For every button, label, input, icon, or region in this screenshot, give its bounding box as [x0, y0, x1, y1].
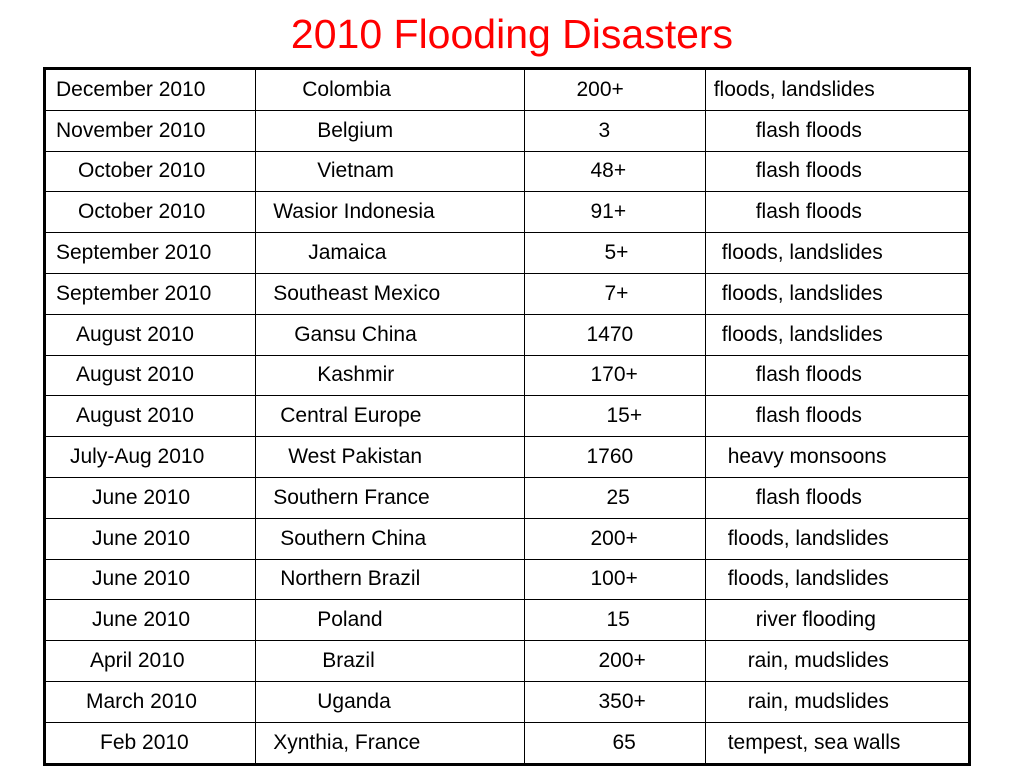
flood-type-cell: floods, landslides	[704, 272, 971, 315]
deaths-cell: 100+	[523, 558, 706, 601]
date-cell: July-Aug 2010	[43, 436, 257, 478]
location-cell: Central Europe	[255, 395, 525, 438]
date-cell: December 2010	[43, 68, 257, 111]
deaths-cell: 48+	[523, 150, 706, 193]
location-cell: Northern Brazil	[255, 558, 525, 601]
table-row: July-Aug 2010 West Pakistan 1760 heavy mons…	[43, 436, 971, 478]
flood-type-cell: flash floods	[704, 109, 971, 152]
location-cell: West Pakistan	[255, 436, 525, 478]
deaths-cell: 350+	[523, 680, 706, 723]
location-cell: Southern France	[255, 476, 525, 519]
table-row: August 2010 Central Europe 15+ flash floods	[43, 395, 971, 438]
date-cell: August 2010	[43, 313, 257, 356]
table-row: Feb 2010 Xynthia, France 65 tempest, sea wa…	[43, 721, 971, 765]
flood-type-cell: floods, landslides	[704, 558, 971, 601]
table-body: December 2010 Colombia 200+ floods, landsli…	[43, 68, 971, 765]
table-row: June 2010 Southern France 25 flash floods	[43, 476, 971, 519]
date-cell: June 2010	[43, 517, 257, 560]
date-cell: June 2010	[43, 599, 257, 642]
date-cell: August 2010	[43, 395, 257, 438]
table-row: November 2010 Belgium 3 flash floods	[43, 109, 971, 152]
flood-type-cell: rain, mudslides	[704, 680, 971, 723]
date-cell: April 2010	[43, 640, 257, 682]
flood-type-cell: floods, landslides	[704, 517, 971, 560]
flood-type-cell: rain, mudslides	[704, 640, 971, 682]
location-cell: Uganda	[255, 680, 525, 723]
flood-type-cell: river flooding	[704, 599, 971, 642]
date-cell: September 2010	[43, 232, 257, 274]
date-cell: Feb 2010	[43, 721, 257, 765]
deaths-cell: 25	[523, 476, 706, 519]
deaths-cell: 7+	[523, 272, 706, 315]
date-cell: August 2010	[43, 354, 257, 397]
deaths-cell: 15	[523, 599, 706, 642]
table-row: June 2010 Northern Brazil 100+ floods, land…	[43, 558, 971, 601]
date-cell: October 2010	[43, 191, 257, 234]
deaths-cell: 170+	[523, 354, 706, 397]
location-cell: Kashmir	[255, 354, 525, 397]
deaths-cell: 5+	[523, 232, 706, 274]
location-cell: Belgium	[255, 109, 525, 152]
flood-type-cell: flash floods	[704, 395, 971, 438]
flood-type-cell: flash floods	[704, 354, 971, 397]
location-cell: Brazil	[255, 640, 525, 682]
table-row: August 2010 Gansu China 1470 floods, landsl…	[43, 313, 971, 356]
page-title: 2010 Flooding Disasters	[290, 11, 734, 57]
location-cell: Southern China	[255, 517, 525, 560]
deaths-cell: 200+	[523, 640, 706, 682]
flood-type-cell: heavy monsoons	[704, 436, 971, 478]
table-row: April 2010 Brazil 200+ rain, mudslides	[43, 640, 971, 682]
flood-type-cell: floods, landslides	[704, 232, 971, 274]
table-row: September 2010 Southeast Mexico 7+ floods, …	[43, 272, 971, 315]
date-cell: October 2010	[43, 150, 257, 193]
table-row: March 2010 Uganda 350+ rain, mudslides	[43, 680, 971, 723]
deaths-cell: 200+	[523, 68, 706, 111]
date-cell: June 2010	[43, 558, 257, 601]
deaths-cell: 91+	[523, 191, 706, 234]
deaths-cell: 1760	[523, 436, 706, 478]
location-cell: Colombia	[255, 68, 525, 111]
flood-type-cell: flash floods	[704, 191, 971, 234]
date-cell: March 2010	[43, 680, 257, 723]
flood-type-cell: flash floods	[704, 150, 971, 193]
table-row: September 2010 Jamaica 5+ floods, landslide…	[43, 232, 971, 274]
flood-type-cell: tempest, sea walls	[704, 721, 971, 765]
date-cell: September 2010	[43, 272, 257, 315]
deaths-cell: 65	[523, 721, 706, 765]
deaths-cell: 1470	[523, 313, 706, 356]
location-cell: Southeast Mexico	[255, 272, 525, 315]
date-cell: June 2010	[43, 476, 257, 519]
table-row: October 2010 Vietnam 48+ flash floods	[43, 150, 971, 193]
location-cell: Xynthia, France	[255, 721, 525, 765]
location-cell: Jamaica	[255, 232, 525, 274]
deaths-cell: 200+	[523, 517, 706, 560]
deaths-cell: 15+	[523, 395, 706, 438]
flood-type-cell: flash floods	[704, 476, 971, 519]
location-cell: Vietnam	[255, 150, 525, 193]
location-cell: Poland	[255, 599, 525, 642]
table-row: June 2010 Poland 15 river flooding	[43, 599, 971, 642]
date-cell: November 2010	[43, 109, 257, 152]
table-row: October 2010 Wasior Indonesia 91+ flash flo…	[43, 191, 971, 234]
deaths-cell: 3	[523, 109, 706, 152]
location-cell: Gansu China	[255, 313, 525, 356]
table-row: June 2010 Southern China 200+ floods, lands…	[43, 517, 971, 560]
flood-type-cell: floods, landslides	[704, 68, 971, 111]
flood-type-cell: floods, landslides	[704, 313, 971, 356]
flood-disasters-table: December 2010 Colombia 200+ floods, landsli…	[43, 67, 971, 766]
table-row: August 2010 Kashmir 170+ flash floods	[43, 354, 971, 397]
location-cell: Wasior Indonesia	[255, 191, 525, 234]
table-row: December 2010 Colombia 200+ floods, landsli…	[43, 68, 971, 111]
